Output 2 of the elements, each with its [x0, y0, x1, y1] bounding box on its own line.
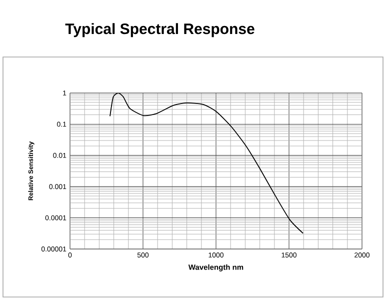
chart-title: Typical Spectral Response: [65, 23, 254, 38]
line-series: [110, 93, 304, 234]
